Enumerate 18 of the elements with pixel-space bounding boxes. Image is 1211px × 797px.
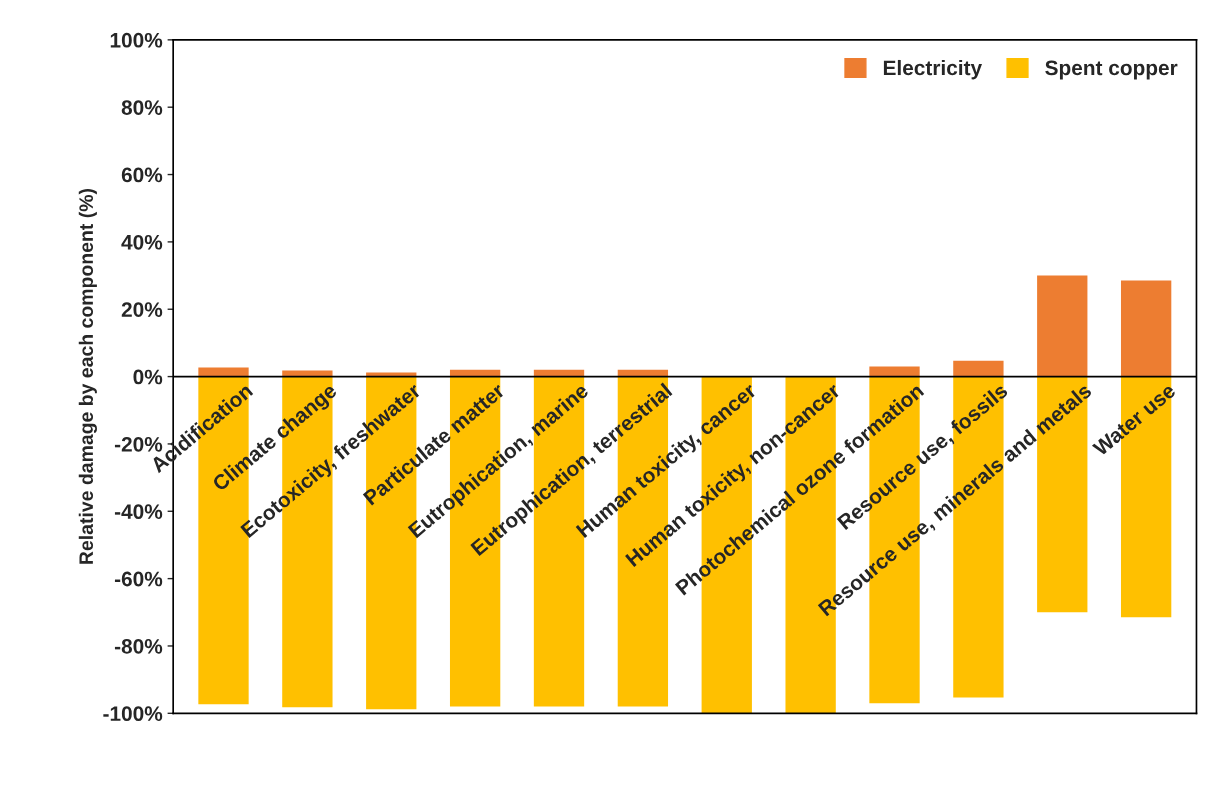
bar [1037,275,1088,377]
legend-label: Electricity [883,59,982,80]
y-tick-label: -40% [114,504,163,520]
bar [198,367,249,377]
bar [953,360,1004,377]
y-tick-label: 0% [133,369,163,385]
y-tick-label: -80% [114,638,163,654]
y-axis-title: Relative damage by each component (%) [78,188,97,564]
y-tick-label: 100% [110,32,163,48]
y-tick-label: 60% [121,167,163,183]
y-tick-label: 80% [121,100,163,115]
y-tick-label: -100% [103,706,163,722]
y-tick-label: -60% [114,571,163,587]
bar [1120,280,1172,377]
y-tick-label: 20% [121,302,163,317]
y-tick-label: 40% [121,234,163,250]
legend-label: Spent copper [1045,60,1178,80]
bar [869,366,920,377]
